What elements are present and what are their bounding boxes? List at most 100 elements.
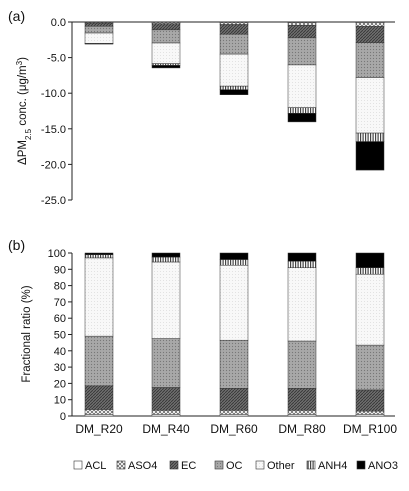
legend-swatch-ec <box>169 460 179 470</box>
panel-a-bar-aso4-dm_r60 <box>219 22 249 25</box>
panel-a-bar-other-dm_r80 <box>287 64 317 108</box>
panel-a-bar-oc-dm_r100 <box>355 42 385 78</box>
panel-b-bar-anh4-dm_r40 <box>151 256 181 263</box>
panel-b-bar-other-dm_r80 <box>287 267 317 342</box>
panel-b-bar-oc-dm_r100 <box>355 344 385 391</box>
x-category-label: DM_R80 <box>278 422 326 436</box>
panel-b-bar-oc-dm_r20 <box>84 335 114 387</box>
panel-a-bar-ano3-dm_r80 <box>287 113 317 123</box>
panel-a-bar-anh4-dm_r40 <box>151 63 181 66</box>
panel-a-y-tick-label: -20.0 <box>41 159 66 171</box>
panel-b-y-tick-label: 0 <box>60 411 66 423</box>
panel-a-bar-aso4-dm_r80 <box>287 22 317 26</box>
panel-b-bar-ec-dm_r80 <box>287 388 317 411</box>
legend-swatch-other <box>255 460 265 470</box>
panel-b-bar-other-dm_r40 <box>151 261 181 339</box>
panel-b-bar-other-dm_r20 <box>84 257 114 337</box>
legend: ACL ASO4 EC OC Other ANH4 ANO3 <box>73 460 398 472</box>
panel-b-y-tick-label: 50 <box>54 330 66 342</box>
panel-b-bar-aso4-dm_r60 <box>219 410 249 415</box>
panel-a-bar-oc-dm_r80 <box>287 37 317 66</box>
panel-b-bar-ano3-dm_r60 <box>219 252 249 260</box>
panel-b-bar-ano3-dm_r100 <box>355 252 385 268</box>
panel-b-bar-oc-dm_r60 <box>219 339 249 389</box>
legend-swatch-acl <box>73 460 83 470</box>
panel-b-y-axis-label: Fractional ratio (%) <box>21 285 33 382</box>
x-category-label: DM_R100 <box>343 422 397 436</box>
panel-b-y-tick-label: 20 <box>54 378 66 390</box>
panel-b-y-tick-label: 100 <box>48 248 66 260</box>
x-category-label: DM_R20 <box>75 422 123 436</box>
panel-a-y-tick-label: -10.0 <box>41 88 66 100</box>
legend-label-ec: EC <box>181 460 196 472</box>
panel-a-bar-anh4-dm_r60 <box>219 85 249 90</box>
legend-swatch-aso4 <box>116 460 126 470</box>
panel-b-bar-aso4-dm_r40 <box>151 410 181 415</box>
legend-label-anh4: ANH4 <box>318 460 347 472</box>
panel-b-bar-ec-dm_r40 <box>151 387 181 411</box>
panel-a-bar-ec-dm_r20 <box>84 22 114 27</box>
panel-a-bar-ec-dm_r100 <box>355 26 385 43</box>
panel-b-y-tick-label: 90 <box>54 264 66 276</box>
panel-a-bar-ano3-dm_r40 <box>151 65 181 69</box>
legend-label-other: Other <box>267 460 295 472</box>
panel-a-bar-aso4-dm_r100 <box>355 22 385 27</box>
panel-b-bar-anh4-dm_r60 <box>219 259 249 266</box>
panel-a-bar-oc-dm_r20 <box>84 26 114 34</box>
panel-a-y-tick-label: 0.0 <box>51 17 66 29</box>
panel-b-bar-anh4-dm_r20 <box>84 254 114 259</box>
legend-swatch-anh4 <box>306 460 316 470</box>
panel-b-bar-ano3-dm_r80 <box>287 252 317 262</box>
panel-b-bar-ano3-dm_r20 <box>84 252 114 255</box>
panel-b-y-tick-label: 70 <box>54 297 66 309</box>
x-category-label: DM_R40 <box>142 422 190 436</box>
panel-b-bar-anh4-dm_r100 <box>355 267 385 275</box>
panel-label-a: (a) <box>8 8 25 24</box>
panel-a-y-tick-label: -15.0 <box>41 124 66 136</box>
panel-b-bar-oc-dm_r40 <box>151 338 181 388</box>
panel-label-b: (b) <box>8 237 25 253</box>
panel-a-bar-other-dm_r100 <box>355 77 385 134</box>
panel-a-bar-other-dm_r40 <box>151 42 181 64</box>
panel-a-bar-ano3-dm_r60 <box>219 89 249 95</box>
legend-label-aso4: ASO4 <box>128 460 157 472</box>
panel-a-bar-anh4-dm_r100 <box>355 132 385 142</box>
panel-b-bar-aso4-dm_r100 <box>355 410 385 415</box>
panel-b-bar-ec-dm_r20 <box>84 385 114 410</box>
panel-a-bar-ec-dm_r60 <box>219 24 249 35</box>
panel-a-y-tick-label: -5.0 <box>47 53 66 65</box>
panel-a-bar-oc-dm_r60 <box>219 33 249 55</box>
panel-a-bar-ec-dm_r80 <box>287 25 317 39</box>
legend-label-acl: ACL <box>85 460 106 472</box>
legend-swatch-oc <box>214 460 224 470</box>
panel-b-bar-ec-dm_r60 <box>219 388 249 411</box>
panel-b-bar-other-dm_r100 <box>355 273 385 346</box>
legend-label-oc: OC <box>226 460 243 472</box>
panel-a-bar-anh4-dm_r80 <box>287 107 317 114</box>
panel-a-bar-other-dm_r60 <box>219 53 249 87</box>
legend-label-ano3: ANO3 <box>368 460 398 472</box>
panel-a-bar-other-dm_r20 <box>84 32 114 44</box>
panel-b-y-tick-label: 10 <box>54 395 66 407</box>
panel-b-bar-anh4-dm_r80 <box>287 260 317 268</box>
panel-b-bar-aso4-dm_r20 <box>84 409 114 415</box>
panel-b-chart: Fractional ratio (%) 0 10 20 30 40 50 60 70 80 90… <box>21 248 395 423</box>
panel-b-y-tick-label: 60 <box>54 313 66 325</box>
panel-a-bar-ano3-dm_r100 <box>355 141 385 171</box>
panel-b-y-tick-label: 80 <box>54 281 66 293</box>
panel-a-bar-oc-dm_r40 <box>151 29 181 44</box>
panel-b-bar-oc-dm_r80 <box>287 340 317 389</box>
panel-b-bar-ano3-dm_r40 <box>151 252 181 258</box>
panel-a-chart: ΔPM2.5 conc. (μg/m3) 0.0 -5.0 -10.0 -15.0 -2… <box>15 17 395 207</box>
x-category-label: DM_R60 <box>210 422 258 436</box>
legend-swatch-ano3 <box>356 460 366 470</box>
panel-b-bar-ec-dm_r100 <box>355 389 385 412</box>
panel-b-bar-aso4-dm_r80 <box>287 410 317 415</box>
panel-a-bar-ec-dm_r40 <box>151 23 181 31</box>
panel-b-y-tick-label: 40 <box>54 346 66 358</box>
panel-a-y-tick-label: -25.0 <box>41 195 66 207</box>
panel-b-bar-other-dm_r60 <box>219 264 249 341</box>
panel-a-y-axis-label: ΔPM2.5 conc. (μg/m3) <box>15 57 33 165</box>
panel-b-y-tick-label: 30 <box>54 362 66 374</box>
